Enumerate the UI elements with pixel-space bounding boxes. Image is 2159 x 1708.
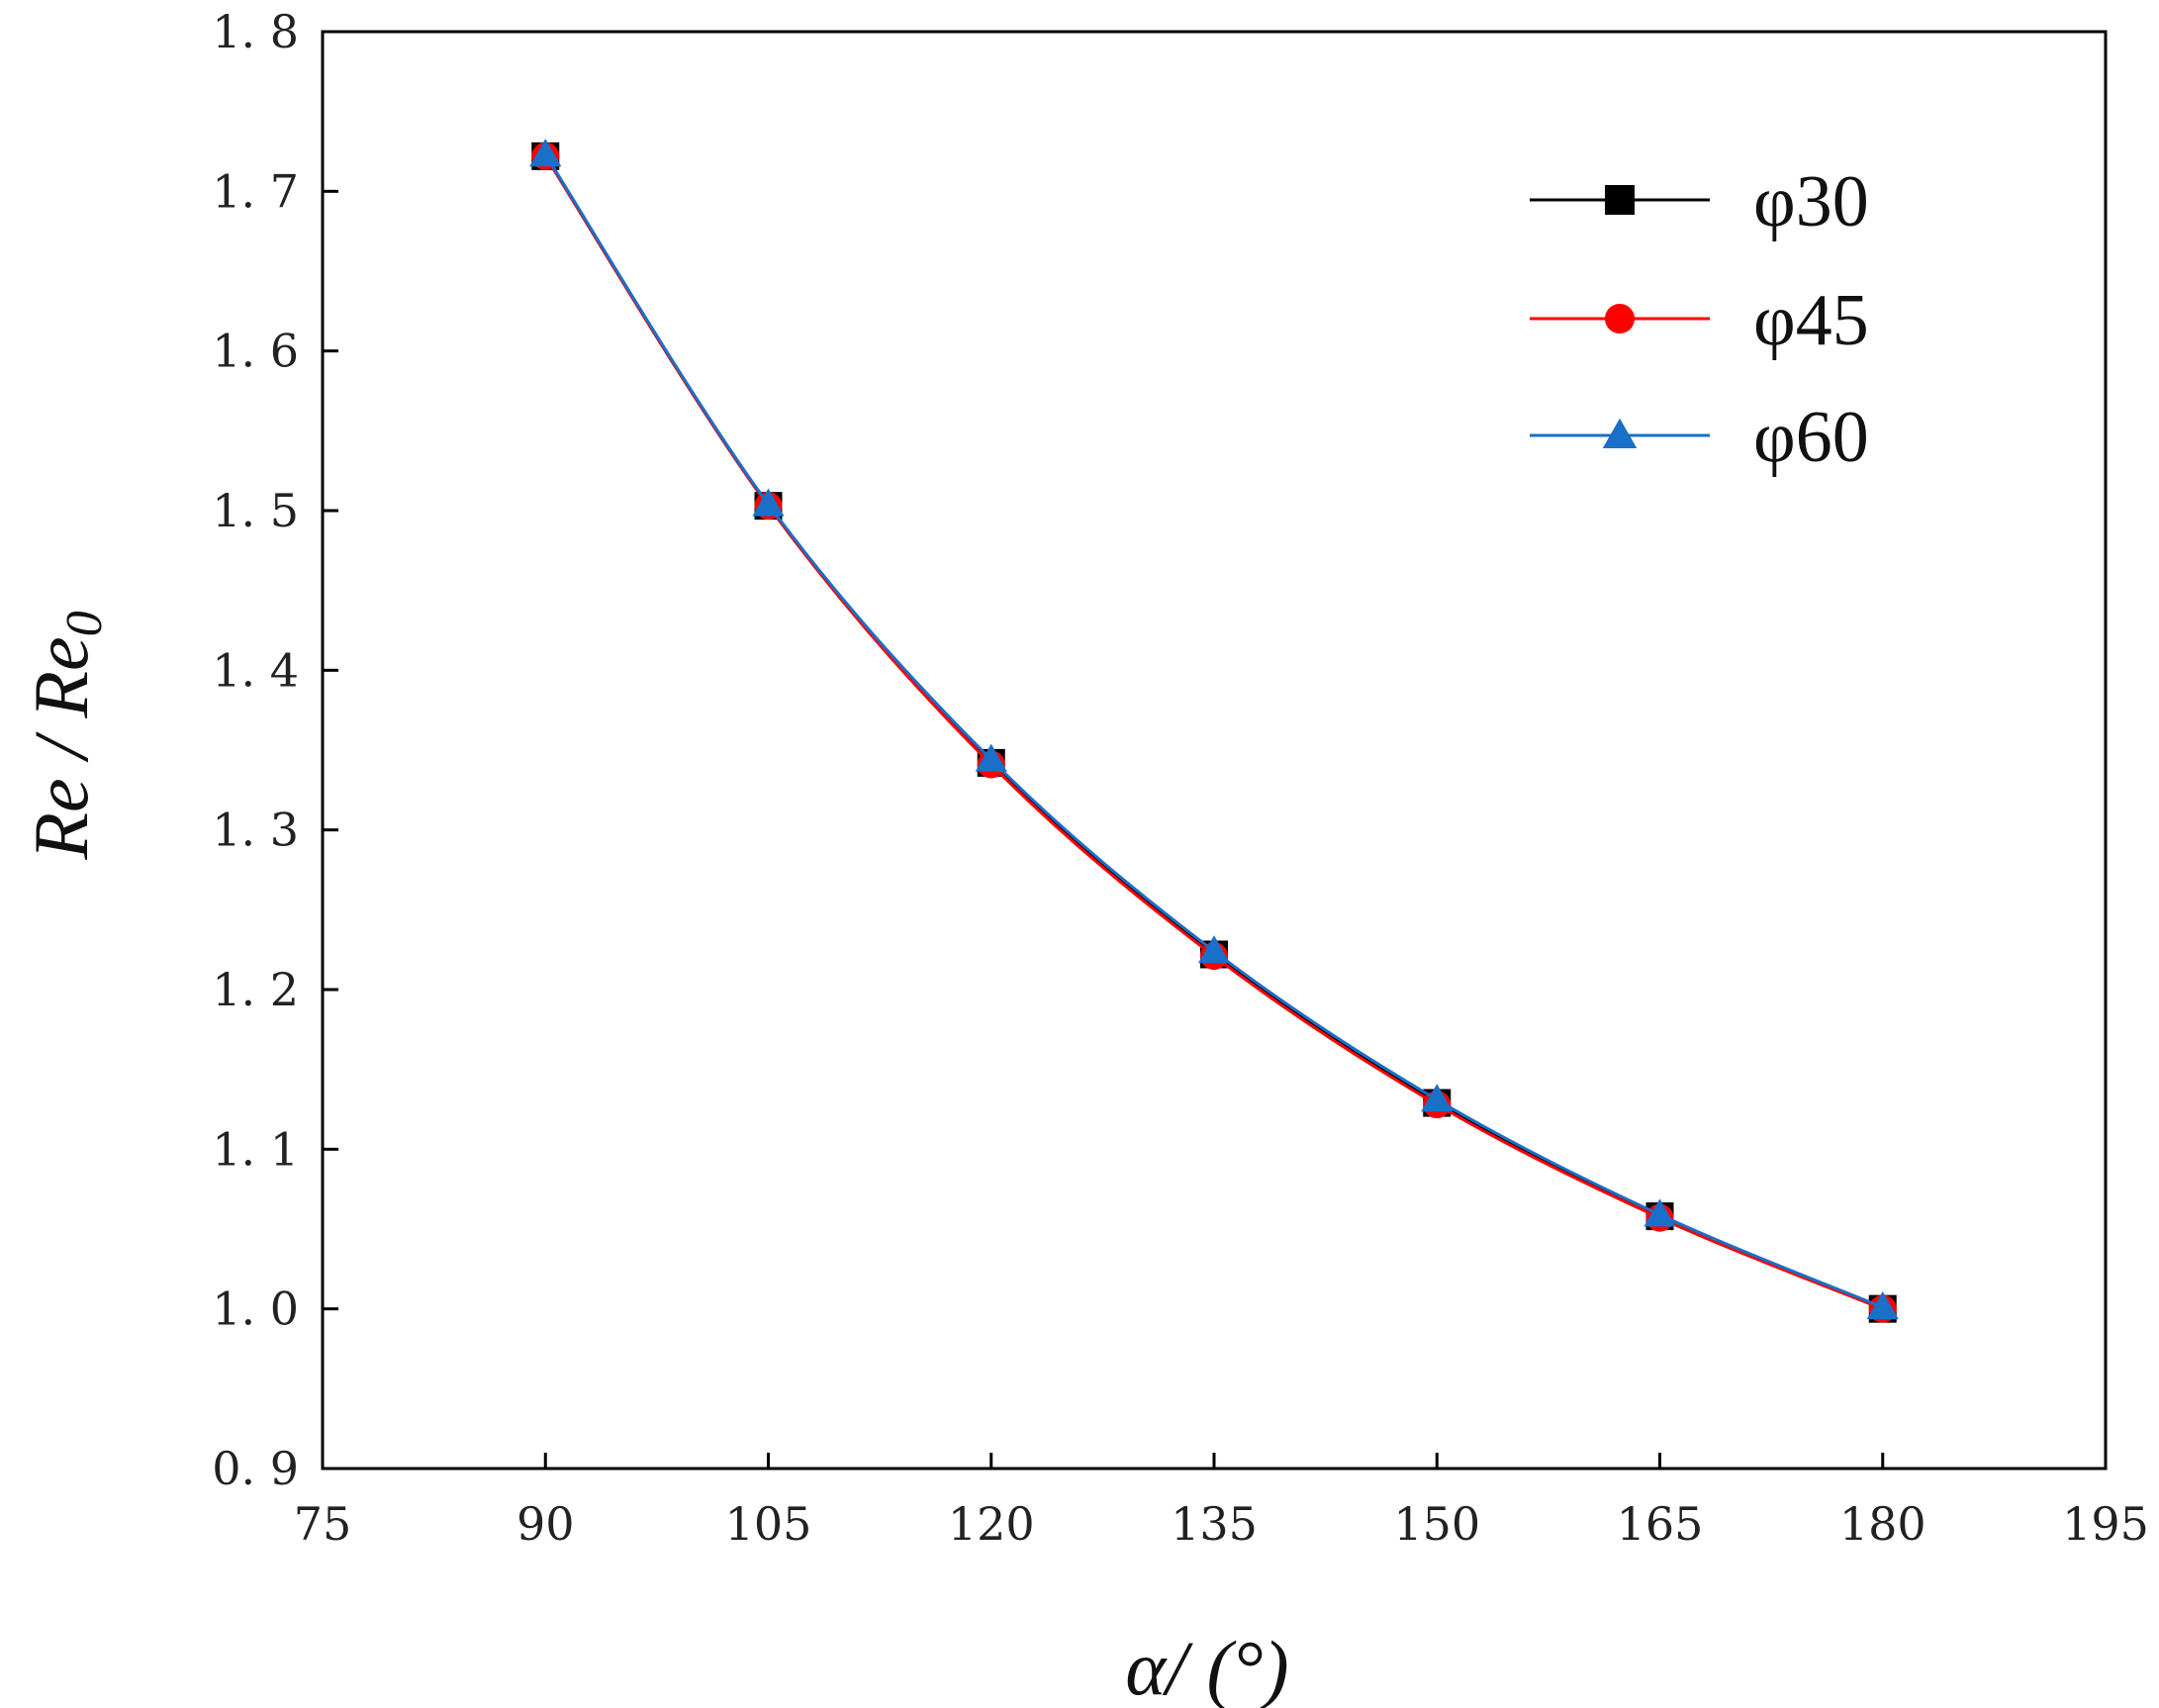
- y-tick-label: 1. 5: [212, 484, 299, 537]
- y-tick-label: 1. 2: [212, 963, 299, 1016]
- x-axis-ticks: 75 90 105 120 135 150 165 180 195: [294, 1453, 2149, 1551]
- x-tick-label: 90: [516, 1497, 575, 1551]
- y-tick-label: 1. 6: [212, 325, 299, 378]
- y-tick-label: 0. 9: [212, 1442, 299, 1495]
- series-line: [543, 155, 1884, 1311]
- data-point-triangle: [529, 139, 562, 167]
- y-tick-label: 1. 3: [212, 804, 299, 857]
- legend: φ30 φ45 φ60: [1530, 161, 1869, 478]
- series-3: [529, 139, 1899, 1320]
- data-point-triangle: [1866, 1290, 1899, 1320]
- legend-label: φ45: [1753, 280, 1869, 361]
- legend-item: φ60: [1530, 397, 1869, 478]
- series-line: [543, 155, 1884, 1311]
- legend-item: φ45: [1530, 280, 1869, 361]
- y-axis-ticks: 0. 9 1. 0 1. 1 1. 2 1. 3 1. 4 1. 5 1. 6 1. 7 1. 8: [212, 5, 338, 1495]
- x-axis-title: α/ (°): [1125, 1625, 1288, 1708]
- data-point-triangle: [1197, 935, 1231, 964]
- legend-marker-triangle: [1602, 418, 1638, 448]
- plot-frame: [321, 30, 2108, 1471]
- plot-area-border: [321, 30, 2108, 1471]
- y-tick-label: 1. 7: [212, 164, 299, 218]
- x-tick-label: 75: [294, 1497, 352, 1551]
- x-tick-label: 180: [1839, 1497, 1926, 1551]
- x-tick-label: 195: [2062, 1497, 2149, 1551]
- x-tick-label: 135: [1171, 1497, 1258, 1551]
- legend-label: φ30: [1753, 161, 1869, 242]
- data-point-triangle: [752, 488, 785, 517]
- legend-marker-square: [1605, 185, 1635, 215]
- data-point-triangle: [975, 743, 1007, 772]
- data-point-triangle: [1643, 1198, 1676, 1227]
- x-tick-label: 105: [725, 1497, 812, 1551]
- x-tick-label: 165: [1617, 1497, 1704, 1551]
- y-tick-label: 1. 0: [212, 1282, 299, 1336]
- legend-item: φ30: [1530, 161, 1869, 242]
- y-tick-label: 1. 1: [212, 1122, 299, 1176]
- y-tick-label: 1. 4: [212, 643, 299, 697]
- y-axis-title: Re / Re0: [18, 611, 113, 860]
- series-layer: [529, 139, 1899, 1323]
- y-tick-label: 1. 8: [212, 5, 299, 58]
- data-point-triangle: [1421, 1084, 1454, 1112]
- legend-marker-circle: [1605, 304, 1635, 333]
- y-axis-title-main: Re / Re: [18, 636, 104, 860]
- x-tick-label: 120: [948, 1497, 1035, 1551]
- legend-label: φ60: [1753, 397, 1869, 478]
- x-tick-label: 150: [1393, 1497, 1480, 1551]
- y-axis-title-subscript: 0: [56, 611, 113, 636]
- series-line: [543, 153, 1884, 1309]
